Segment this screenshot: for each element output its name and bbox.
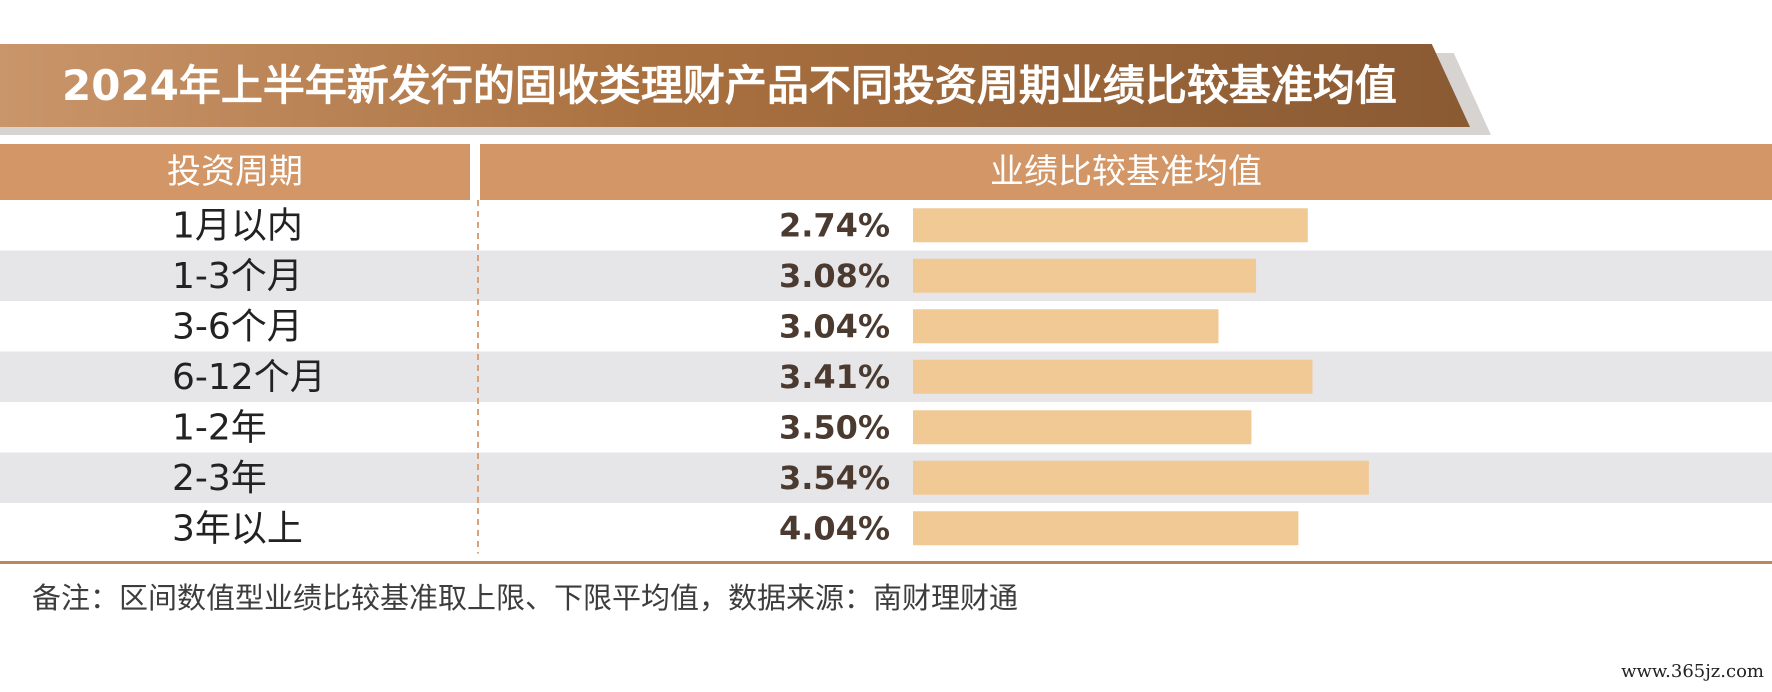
value-label: 2.74%	[779, 206, 890, 244]
column-header-period: 投资周期	[0, 144, 470, 200]
category-label: 6-12个月	[172, 357, 326, 398]
value-label: 3.04%	[779, 307, 890, 345]
category-label: 3年以上	[172, 508, 303, 549]
bar	[913, 359, 1313, 394]
bar	[913, 460, 1369, 495]
value-label: 3.54%	[779, 459, 890, 497]
category-label: 1-3个月	[172, 256, 303, 297]
bar	[913, 410, 1252, 445]
watermark: www.365jz.com	[1621, 661, 1764, 682]
column-header-value: 业绩比较基准均值	[480, 144, 1772, 200]
row-stripe	[0, 351, 1772, 402]
bar	[913, 208, 1308, 243]
bar-chart: 1月以内 2.74% 1-3个月 3.08% 3-6个月 3.04% 6-12个月 3.41%…	[0, 200, 1772, 554]
value-label: 3.08%	[779, 257, 890, 295]
title-banner	[0, 44, 1470, 127]
value-label: 3.41%	[779, 358, 890, 396]
value-label: 4.04%	[779, 509, 890, 547]
row-stripe	[0, 452, 1772, 503]
category-label: 1月以内	[172, 205, 303, 246]
category-label: 1-2年	[172, 407, 267, 448]
category-label: 2-3年	[172, 458, 267, 499]
bar	[913, 258, 1257, 293]
chart-title: 2024年上半年新发行的固收类理财产品不同投资周期业绩比较基准均值	[62, 61, 1397, 110]
bar	[913, 309, 1219, 344]
row-stripe	[0, 250, 1772, 301]
footnote: 备注：区间数值型业绩比较基准取上限、下限平均值，数据来源：南财理财通	[32, 581, 1019, 615]
category-label: 3-6个月	[172, 306, 303, 347]
bottom-rule	[0, 561, 1772, 564]
bar	[913, 511, 1299, 546]
value-label: 3.50%	[779, 408, 890, 446]
